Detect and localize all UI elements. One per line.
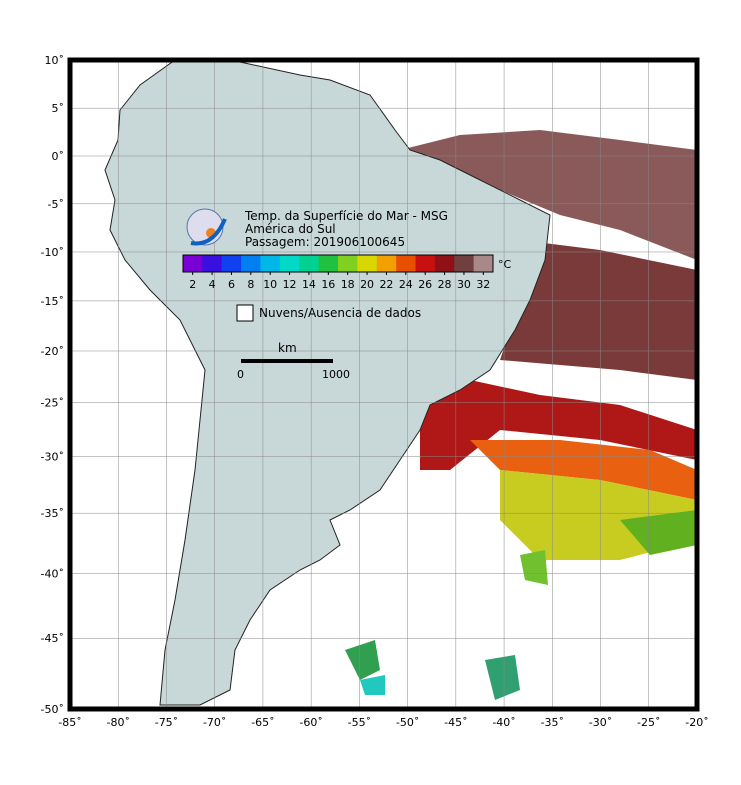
colorbar-label: 22 — [379, 278, 393, 291]
lon-label: -85˚ — [58, 716, 81, 729]
subtitle: América do Sul — [245, 222, 336, 236]
colorbar-cell — [221, 255, 242, 272]
lat-label: -40˚ — [41, 567, 64, 580]
colorbar-label: 30 — [457, 278, 471, 291]
logo-circle — [186, 208, 224, 246]
lon-label: -45˚ — [444, 716, 467, 729]
colorbar-cell — [299, 255, 320, 272]
colorbar-label: 28 — [438, 278, 452, 291]
colorbar-label: 16 — [321, 278, 335, 291]
colorbar-label: 10 — [263, 278, 277, 291]
lat-label: -20˚ — [41, 345, 64, 358]
lat-label: -35˚ — [41, 507, 64, 520]
legend-label: Nuvens/Ausencia de dados — [259, 306, 421, 320]
lon-label: -25˚ — [637, 716, 660, 729]
sst-warm — [500, 240, 697, 380]
sst-green-south — [345, 640, 380, 680]
inpe-logo — [186, 208, 227, 246]
lon-label: -75˚ — [155, 716, 178, 729]
colorbar-unit: °C — [498, 258, 512, 271]
colorbar: 2 4 6 8 10 12 14 16 18 20 22 24 26 28 30 32°C — [182, 254, 512, 291]
lat-label: -15˚ — [41, 295, 64, 308]
colorbar-label: 8 — [247, 278, 254, 291]
colorbar-label: 12 — [283, 278, 297, 291]
lon-label: -35˚ — [541, 716, 564, 729]
lat-label: -30˚ — [41, 451, 64, 464]
sst-teal — [485, 655, 520, 700]
lat-label: -25˚ — [41, 397, 64, 410]
colorbar-label: 4 — [209, 278, 216, 291]
sst-warm-north — [400, 130, 697, 260]
graticule — [69, 59, 698, 710]
lon-label: -80˚ — [106, 716, 129, 729]
lon-label: -55˚ — [348, 716, 371, 729]
lat-label: 0˚ — [52, 150, 65, 163]
legend-swatch — [236, 304, 254, 322]
colorbar-cell — [279, 255, 300, 272]
colorbar-cell — [241, 255, 261, 272]
lat-label: -45˚ — [41, 632, 64, 645]
lat-label: -10˚ — [41, 246, 64, 259]
scale-end: 1000 — [322, 368, 350, 381]
sst-orange — [470, 440, 697, 500]
lon-label: -50˚ — [396, 716, 419, 729]
lon-label: -60˚ — [299, 716, 322, 729]
colorbar-cell — [338, 255, 358, 272]
sst-green — [620, 510, 697, 555]
colorbar-label: 2 — [189, 278, 196, 291]
logo-arc — [190, 218, 227, 246]
lon-label: -70˚ — [203, 716, 226, 729]
lon-label: -30˚ — [589, 716, 612, 729]
colorbar-cell — [434, 255, 455, 272]
colorbar-label: 24 — [399, 278, 413, 291]
lat-label: -5˚ — [48, 198, 64, 211]
lat-label: 5˚ — [52, 102, 65, 115]
colorbar-cell — [376, 255, 397, 272]
map-frame — [67, 57, 700, 712]
scale-start: 0 — [237, 368, 244, 381]
sst-cyan — [360, 675, 385, 695]
colorbar-label: 14 — [302, 278, 316, 291]
colorbar-cell — [183, 255, 203, 272]
colorbar-label: 6 — [228, 278, 235, 291]
colorbar-cell — [473, 255, 494, 272]
colorbar-cell — [202, 255, 223, 272]
colorbar-label: 18 — [341, 278, 355, 291]
sst-patch — [520, 550, 548, 585]
colorbar-cell — [454, 255, 475, 272]
lat-label: -50˚ — [41, 703, 64, 716]
colorbar-cell — [260, 255, 281, 272]
colorbar-frame — [182, 254, 494, 273]
sst-patches — [345, 130, 697, 700]
colorbar-cell — [318, 255, 339, 272]
lat-label: 10˚ — [45, 54, 65, 67]
colorbar-cell — [396, 255, 416, 272]
colorbar-cell — [357, 255, 378, 272]
scale-bar — [241, 359, 333, 363]
colorbar-label: 20 — [360, 278, 374, 291]
scale-unit: km — [278, 341, 297, 355]
pass-time: Passagem: 201906100645 — [245, 235, 405, 249]
lon-label: -20˚ — [685, 716, 708, 729]
title: Temp. da Superfície do Mar - MSG — [244, 209, 448, 223]
lon-label: -65˚ — [251, 716, 274, 729]
lon-label: -40˚ — [492, 716, 515, 729]
colorbar-label: 26 — [418, 278, 432, 291]
colorbar-label: 32 — [476, 278, 490, 291]
colorbar-cell — [415, 255, 436, 272]
